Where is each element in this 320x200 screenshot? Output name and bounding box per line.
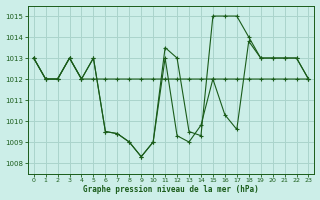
X-axis label: Graphe pression niveau de la mer (hPa): Graphe pression niveau de la mer (hPa): [83, 185, 259, 194]
